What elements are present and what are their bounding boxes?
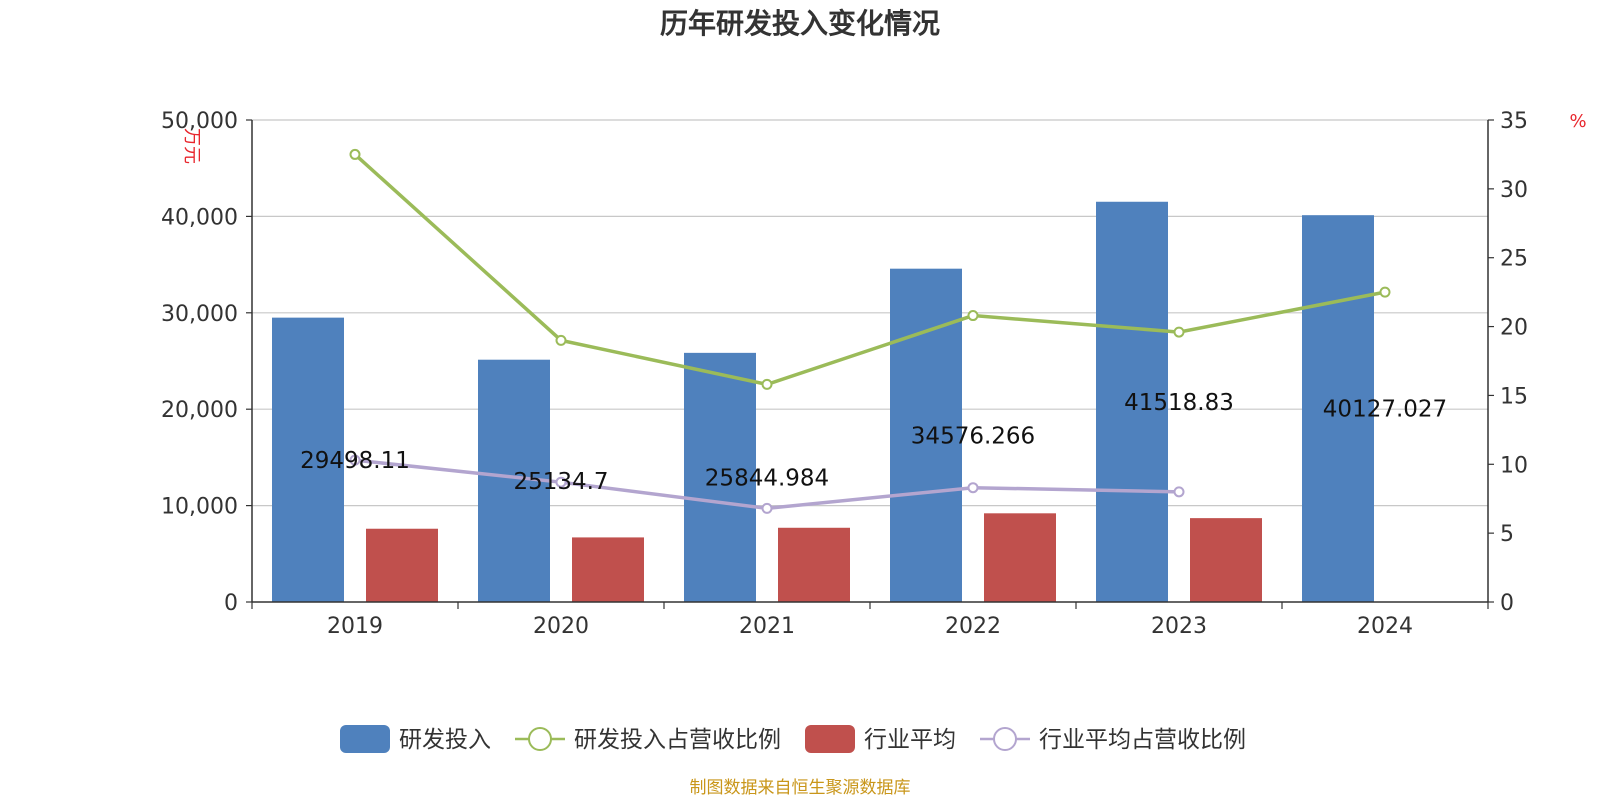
- bar-rd-investment: [1096, 201, 1168, 602]
- legend-swatch: [805, 725, 855, 753]
- x-tick-label: 2020: [533, 614, 589, 639]
- legend-item-label: 研发投入: [399, 727, 491, 753]
- line-point: [555, 476, 567, 488]
- x-tick-label: 2024: [1357, 614, 1413, 639]
- bar-rd-investment: [272, 317, 344, 602]
- line-point: [967, 310, 979, 322]
- y-right-tick-label: 15: [1500, 384, 1528, 409]
- y-right-tick-label: 10: [1500, 453, 1528, 478]
- x-tick-label: 2023: [1151, 614, 1207, 639]
- bar-industry-average: [366, 528, 438, 602]
- bar-value-label: 41518.83: [1124, 390, 1234, 416]
- bar-value-label: 25134.7: [513, 469, 608, 495]
- legend-item-label: 行业平均占营收比例: [1039, 727, 1246, 753]
- x-tick-label: 2021: [739, 614, 795, 639]
- y-left-tick-label: 40,000: [161, 205, 238, 230]
- line-point: [761, 378, 773, 390]
- legend-swatch: [340, 725, 390, 753]
- line-series-rd-ratio: [353, 153, 1386, 387]
- bar-industry-average: [984, 513, 1056, 602]
- y-right-tick-label: 20: [1500, 316, 1528, 341]
- data-labels: 29498.11 25134.7 25844.984 34576.266 41518.8…: [300, 390, 1447, 495]
- legend-item-label: 研发投入占营收比例: [574, 727, 781, 753]
- source-footer: 制图数据来自恒生聚源数据库: [690, 778, 911, 798]
- axes: 010,00020,00030,00040,00050,000051015202…: [161, 109, 1528, 639]
- lines: [349, 148, 1391, 514]
- legend-swatch-marker: [993, 727, 1017, 751]
- bar-value-label: 29498.11: [300, 448, 410, 474]
- line-point: [761, 502, 773, 514]
- x-tick-label: 2019: [327, 614, 383, 639]
- bar-rd-investment: [684, 352, 756, 602]
- y-right-unit: %: [1569, 111, 1586, 132]
- y-right-tick-label: 5: [1500, 522, 1514, 547]
- bar-value-label: 40127.027: [1323, 397, 1447, 423]
- y-left-unit: 万元: [181, 128, 202, 164]
- y-right-tick-label: 30: [1500, 178, 1528, 203]
- bars: [272, 201, 1374, 602]
- line-point: [1173, 486, 1185, 498]
- chart-title: 历年研发投入变化情况: [660, 7, 940, 40]
- line-point: [349, 454, 361, 466]
- y-right-tick-label: 0: [1500, 591, 1514, 616]
- line-point: [1379, 286, 1391, 298]
- legend-swatch-marker: [528, 727, 552, 751]
- y-right-tick-label: 25: [1500, 247, 1528, 272]
- line-point: [555, 334, 567, 346]
- y-left-tick-label: 0: [224, 591, 238, 616]
- legend: 研发投入 研发投入占营收比例 行业平均 行业平均占营收比例: [340, 725, 1246, 753]
- y-right-tick-label: 35: [1500, 109, 1528, 134]
- y-left-tick-label: 30,000: [161, 302, 238, 327]
- bar-value-label: 34576.266: [911, 423, 1035, 449]
- bar-industry-average: [572, 537, 644, 602]
- y-left-tick-label: 10,000: [161, 495, 238, 520]
- legend-item-label: 行业平均: [864, 727, 956, 753]
- y-left-tick-label: 20,000: [161, 398, 238, 423]
- bar-rd-investment: [1302, 215, 1374, 602]
- bar-industry-average: [1190, 518, 1262, 602]
- line-point: [1173, 326, 1185, 338]
- x-tick-label: 2022: [945, 614, 1001, 639]
- bar-value-label: 25844.984: [705, 465, 829, 491]
- line-point: [967, 482, 979, 494]
- y-left-tick-label: 50,000: [161, 109, 238, 134]
- line-point: [349, 148, 361, 160]
- bar-industry-average: [778, 527, 850, 602]
